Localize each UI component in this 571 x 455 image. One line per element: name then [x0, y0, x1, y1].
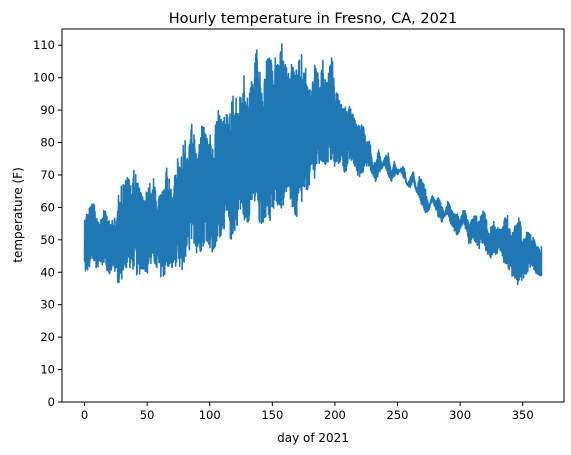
y-tick-label: 10 [40, 363, 55, 377]
plot-frame [61, 28, 565, 403]
y-tick-label: 20 [40, 330, 55, 344]
y-tick-label: 90 [40, 103, 55, 117]
y-tick-label: 110 [33, 38, 55, 52]
temperature-line [83, 43, 543, 286]
y-axis: 0 10 20 30 40 50 60 70 80 90 100 110 [33, 38, 62, 409]
y-tick-label: 80 [40, 136, 55, 150]
x-axis-label: day of 2021 [277, 431, 349, 445]
chart-title: Hourly temperature in Fresno, CA, 2021 [169, 11, 458, 27]
x-axis: 0 50 100 150 200 250 300 350 [81, 402, 534, 422]
y-tick-label: 70 [40, 168, 55, 182]
x-tick-label: 50 [140, 408, 155, 422]
y-tick-label: 40 [40, 265, 55, 279]
x-tick-label: 300 [449, 408, 471, 422]
x-tick-label: 0 [81, 408, 88, 422]
x-tick-label: 150 [261, 408, 283, 422]
y-tick-label: 100 [33, 71, 55, 85]
y-tick-label: 50 [40, 233, 55, 247]
y-tick-label: 30 [40, 298, 55, 312]
x-tick-label: 350 [512, 408, 534, 422]
y-tick-label: 60 [40, 200, 55, 214]
series-group [83, 43, 543, 286]
x-tick-label: 100 [199, 408, 221, 422]
x-tick-label: 250 [387, 408, 409, 422]
y-tick-label: 0 [48, 395, 55, 409]
x-tick-label: 200 [324, 408, 346, 422]
y-axis-label: temperature (F) [11, 167, 25, 263]
